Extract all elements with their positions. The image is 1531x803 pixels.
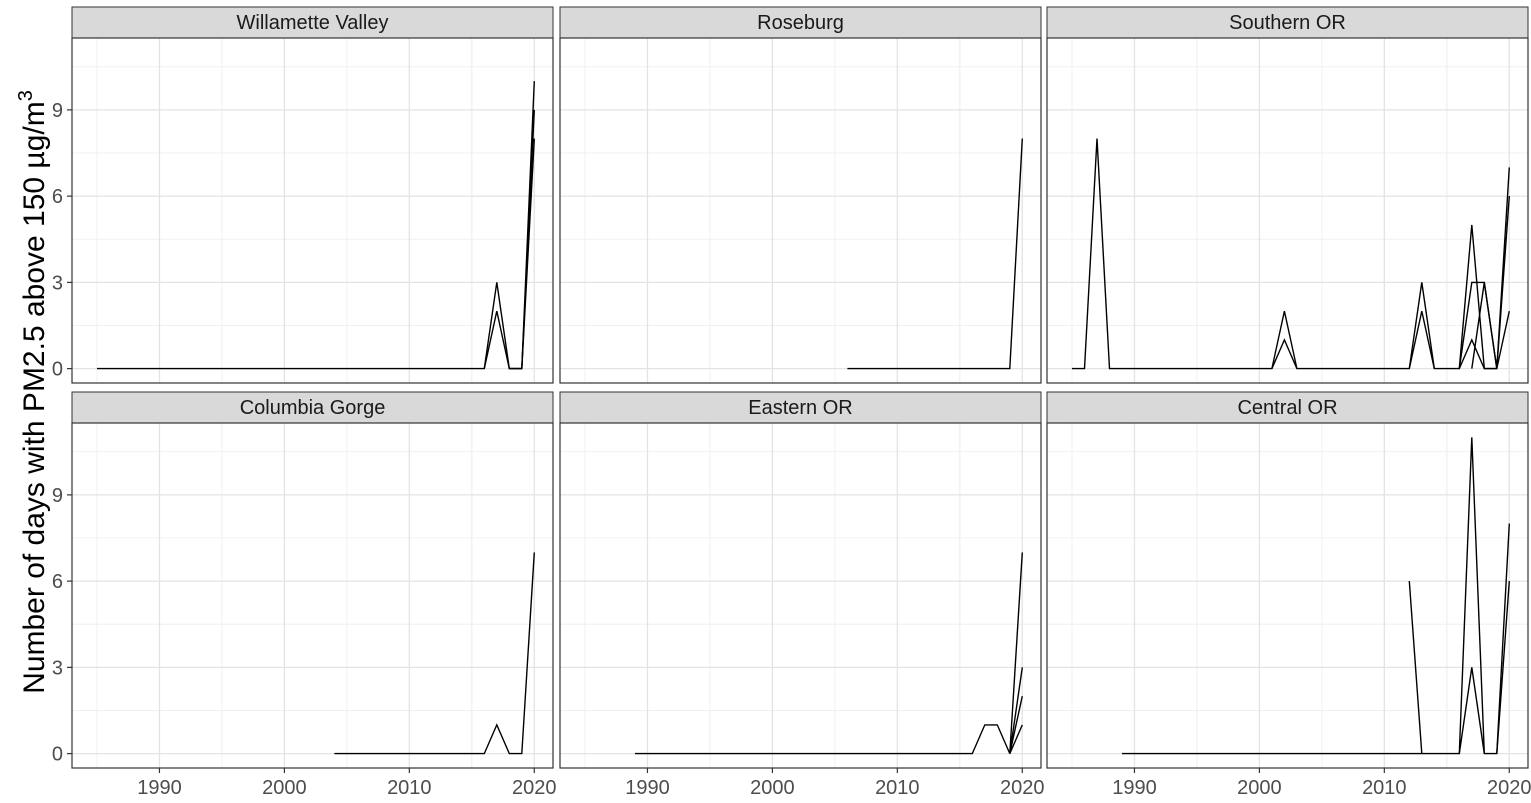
series-line — [1072, 138, 1510, 370]
x-tick-label: 1990 — [625, 777, 670, 798]
facet-title: Central OR — [1237, 397, 1337, 419]
facet-strip — [559, 6, 1042, 39]
y-tick-label: 6 — [52, 186, 63, 208]
panel-border — [559, 422, 1042, 769]
panel-border — [1046, 422, 1529, 769]
facet-title: Willamette Valley — [237, 12, 389, 34]
panel-background — [1047, 38, 1528, 383]
x-tick-label: 2010 — [387, 777, 432, 798]
series-line — [847, 138, 1023, 370]
facet-panel: Willamette Valley 0 3 6 9 — [52, 6, 554, 384]
panel-border — [559, 37, 1042, 384]
series-line — [1009, 724, 1023, 754]
series-line — [1009, 695, 1023, 754]
facet-strip — [71, 391, 554, 424]
series-line — [1408, 310, 1435, 369]
facet-panel: Roseburg — [559, 6, 1042, 384]
y-tick-label: 3 — [52, 657, 63, 679]
series-line — [1496, 581, 1510, 754]
panel-background — [560, 423, 1041, 768]
y-axis-title-superscript: 3 — [15, 90, 37, 101]
facet-title: Columbia Gorge — [240, 397, 386, 419]
x-tick-label: 2020 — [512, 777, 557, 798]
x-tick-label: 2010 — [1362, 777, 1407, 798]
x-tick-label: 2000 — [1237, 777, 1282, 798]
facet-panel: Eastern OR 1990 2000 2010 2020 — [559, 391, 1045, 799]
x-tick-label: 1990 — [1112, 777, 1157, 798]
series-line — [1122, 437, 1510, 755]
facet-strip — [559, 391, 1042, 424]
y-tick-label: 3 — [52, 272, 63, 294]
x-tick-label: 2000 — [750, 777, 795, 798]
facet-strip — [1046, 6, 1529, 39]
facet-panel: Southern OR — [1046, 6, 1529, 384]
y-tick-label: 0 — [52, 744, 63, 766]
panel-background — [560, 38, 1041, 383]
x-tick-label: 2020 — [1000, 777, 1045, 798]
y-axis-title: Number of days with PM2.5 above 150 µg/m… — [15, 90, 51, 694]
series-line — [1271, 338, 1298, 369]
x-tick-label: 2000 — [262, 777, 307, 798]
series-line — [1458, 310, 1510, 370]
panel-background — [1047, 423, 1528, 768]
facet-strip — [71, 6, 554, 39]
series-line — [97, 81, 535, 370]
panel-border — [1046, 37, 1529, 384]
y-axis-title-main: Number of days with PM2.5 above 150 µg/m — [18, 101, 51, 694]
y-tick-label: 9 — [52, 100, 63, 122]
panel-border — [71, 422, 554, 769]
series-line — [1408, 581, 1423, 754]
series-line — [334, 552, 535, 755]
facet-panel: Central OR 1990 2000 2010 2020 — [1046, 391, 1531, 799]
series-line — [635, 552, 1023, 755]
facet-panel: Columbia Gorge 0 3 6 9 1990 2000 2010 2020 — [52, 391, 557, 799]
y-tick-label: 6 — [52, 571, 63, 593]
x-tick-label: 1990 — [137, 777, 182, 798]
x-tick-label: 2010 — [875, 777, 920, 798]
panel-background — [72, 38, 553, 383]
facet-title: Southern OR — [1229, 12, 1346, 34]
panel-background — [72, 423, 553, 768]
x-tick-label: 2020 — [1487, 777, 1531, 798]
facet-title: Roseburg — [757, 12, 844, 34]
y-tick-label: 0 — [52, 359, 63, 381]
series-line — [1009, 667, 1023, 754]
panel-border — [71, 37, 554, 384]
series-line — [1458, 667, 1485, 754]
facet-title: Eastern OR — [748, 397, 852, 419]
y-tick-label: 9 — [52, 485, 63, 507]
series-line — [1471, 282, 1498, 369]
series-line — [509, 138, 535, 370]
